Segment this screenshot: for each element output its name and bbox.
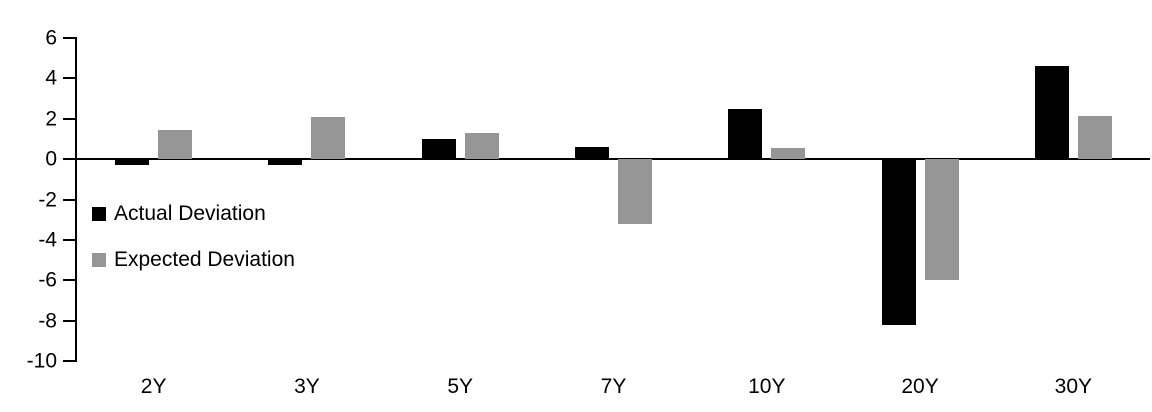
y-axis-tick bbox=[63, 319, 77, 322]
bar-expected-deviation-7y bbox=[618, 159, 652, 224]
y-axis-tick bbox=[63, 158, 77, 161]
y-axis-tick-label: 6 bbox=[45, 26, 57, 50]
x-axis-category-label: 7Y bbox=[600, 375, 627, 398]
y-axis-tick bbox=[63, 198, 77, 201]
y-axis-tick-label: -2 bbox=[38, 188, 57, 211]
y-axis-tick-label: -4 bbox=[38, 228, 57, 252]
plot-area: 6 4 2 0 -2 -4 -6 -8 -10 2Y 3Y 5Y 7Y 10Y 20Y 30Y bbox=[27, 28, 1150, 398]
y-axis-tick bbox=[63, 77, 77, 80]
y-axis-tick bbox=[63, 238, 77, 241]
bar-expected-deviation-30y bbox=[1077, 115, 1112, 160]
x-axis-category-label: 10Y bbox=[748, 375, 786, 398]
y-axis-tick bbox=[63, 37, 77, 39]
bar-expected-deviation-20y bbox=[924, 159, 959, 281]
bar-actual-deviation-30y bbox=[1034, 66, 1069, 160]
bar-actual-deviation-7y bbox=[575, 147, 609, 160]
legend-item-actual-deviation: Actual Deviation bbox=[92, 202, 295, 226]
bar-actual-deviation-10y bbox=[728, 108, 763, 160]
bar-expected-deviation-3y bbox=[311, 116, 346, 160]
bar-actual-deviation-3y bbox=[268, 159, 303, 166]
x-axis-category-label: 20Y bbox=[901, 375, 939, 398]
x-axis-category-label: 5Y bbox=[447, 375, 474, 398]
x-axis-category-label: 2Y bbox=[140, 375, 167, 398]
bar-expected-deviation-5y bbox=[464, 132, 499, 160]
y-axis-tick bbox=[63, 279, 77, 282]
legend-label: Expected Deviation bbox=[114, 248, 295, 271]
legend-item-expected-deviation: Expected Deviation bbox=[92, 248, 295, 272]
y-axis-tick-label: 2 bbox=[45, 107, 57, 131]
bar-actual-deviation-2y bbox=[115, 159, 150, 166]
y-axis-tick bbox=[63, 360, 77, 362]
legend-swatch-actual-deviation bbox=[92, 207, 106, 221]
legend: Actual Deviation Expected Deviation bbox=[92, 202, 295, 272]
y-axis-tick-label: -8 bbox=[38, 309, 57, 333]
bar-actual-deviation-20y bbox=[881, 159, 916, 325]
legend-label: Actual Deviation bbox=[114, 202, 266, 225]
y-axis-tick-label: -10 bbox=[26, 349, 57, 373]
legend-swatch-expected-deviation bbox=[92, 253, 106, 267]
bar-expected-deviation-2y bbox=[158, 129, 193, 160]
y-axis-tick-label: -6 bbox=[38, 268, 57, 292]
bar-actual-deviation-5y bbox=[421, 138, 456, 160]
y-axis-tick bbox=[63, 117, 77, 120]
x-axis-category-label: 3Y bbox=[294, 375, 320, 398]
x-axis-zero-line bbox=[77, 158, 1150, 161]
x-axis-category-label: 30Y bbox=[1054, 375, 1093, 398]
y-axis-tick-label: 4 bbox=[45, 66, 57, 90]
bar-expected-deviation-10y bbox=[771, 148, 806, 160]
y-axis-tick-label: 0 bbox=[45, 147, 57, 171]
